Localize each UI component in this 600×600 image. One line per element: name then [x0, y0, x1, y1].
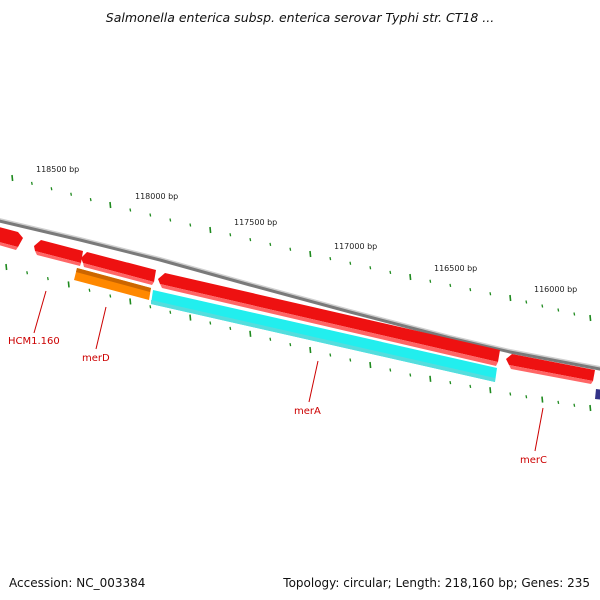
gene-left-edge[interactable] — [0, 226, 23, 250]
inner-tick — [389, 368, 392, 372]
inner-tick — [269, 337, 272, 341]
gene-hcm1-160[interactable] — [34, 240, 83, 266]
inner-tick — [509, 392, 512, 396]
outer-tick — [589, 314, 592, 322]
inner-tick — [189, 314, 192, 321]
outer-tick — [409, 273, 412, 281]
inner-tick — [26, 271, 29, 275]
outer-tick — [209, 226, 212, 234]
inner-tick — [249, 330, 252, 337]
inner-tick — [149, 305, 152, 309]
outer-tick — [525, 300, 528, 304]
inner-tick — [169, 310, 172, 314]
topology-stats-text: Topology: circular; Length: 218,160 bp; … — [283, 576, 590, 590]
leader-merd — [95, 306, 107, 350]
inner-tick — [449, 380, 452, 385]
outer-tick — [573, 312, 576, 316]
inner-tick — [541, 396, 544, 403]
tick-label-117500: 117500 bp — [234, 218, 277, 227]
gene-red-2[interactable] — [81, 252, 156, 285]
tick-label-116500: 116500 bp — [434, 264, 477, 273]
outer-tick — [89, 197, 92, 202]
gene-merd[interactable] — [74, 268, 151, 300]
inner-tick — [229, 326, 232, 331]
inner-tick — [469, 384, 472, 389]
tick-label-118000: 118000 bp — [135, 192, 178, 201]
outer-tick — [50, 187, 53, 191]
leader-hcm1-160 — [33, 290, 47, 334]
inner-tick — [309, 346, 312, 354]
gene-navy-edge[interactable] — [595, 389, 600, 400]
outer-tick-marks — [11, 174, 592, 322]
outer-tick — [429, 279, 432, 283]
outer-tick — [329, 256, 332, 261]
leader-mera — [308, 360, 319, 403]
outer-tick — [11, 174, 14, 182]
outer-tick — [469, 287, 472, 292]
gene-red-long[interactable] — [158, 273, 500, 366]
inner-tick — [329, 353, 332, 357]
inner-tick — [67, 281, 70, 288]
gene-label-mera: merA — [294, 406, 321, 417]
inner-tick — [129, 298, 132, 305]
outer-tick — [249, 237, 252, 242]
inner-tick — [46, 276, 49, 281]
inner-tick — [573, 403, 576, 407]
outer-tick — [30, 181, 33, 186]
inner-tick — [557, 400, 560, 405]
outer-tick — [541, 304, 544, 308]
outer-tick — [449, 283, 452, 288]
outer-tick — [489, 292, 492, 296]
tick-label-116000: 116000 bp — [534, 285, 577, 294]
inner-tick — [109, 294, 112, 298]
gene-label-hcm1-160: HCM1.160 — [8, 336, 60, 347]
outer-tick — [129, 208, 132, 212]
outer-tick — [70, 192, 73, 196]
tick-label-117000: 117000 bp — [334, 242, 377, 251]
outer-tick — [389, 270, 392, 275]
inner-tick — [369, 361, 372, 369]
inner-tick — [429, 375, 432, 382]
gene-label-merc: merC — [520, 455, 547, 466]
inner-tick — [289, 342, 292, 347]
outer-tick — [169, 218, 172, 222]
outer-tick — [309, 250, 312, 258]
leader-merc — [534, 407, 544, 452]
backbone-shadow — [0, 218, 600, 369]
inner-tick — [209, 321, 212, 325]
inner-tick — [5, 263, 8, 271]
outer-tick — [369, 266, 372, 270]
gene-label-merd: merD — [82, 353, 110, 364]
map-title: Salmonella enterica subsp. enterica sero… — [105, 10, 495, 25]
accession-text: Accession: NC_003384 — [9, 576, 146, 590]
inner-tick — [589, 404, 592, 412]
inner-tick-marks — [5, 263, 592, 412]
inner-tick — [409, 373, 412, 377]
inner-tick — [349, 358, 352, 362]
outer-tick — [349, 261, 352, 265]
backbone — [0, 219, 600, 371]
gene-merc[interactable] — [506, 354, 595, 384]
inner-tick — [88, 288, 91, 292]
outer-tick — [149, 213, 152, 217]
inner-tick — [525, 395, 528, 399]
tick-label-118500: 118500 bp — [36, 165, 79, 174]
outer-tick — [557, 308, 560, 312]
outer-tick — [109, 201, 112, 209]
outer-tick — [189, 223, 192, 227]
outer-tick — [229, 233, 232, 237]
gene-mera[interactable] — [151, 290, 497, 382]
outer-tick — [509, 294, 512, 302]
inner-tick — [489, 387, 492, 394]
outer-tick — [289, 247, 292, 251]
outer-tick — [269, 242, 272, 247]
